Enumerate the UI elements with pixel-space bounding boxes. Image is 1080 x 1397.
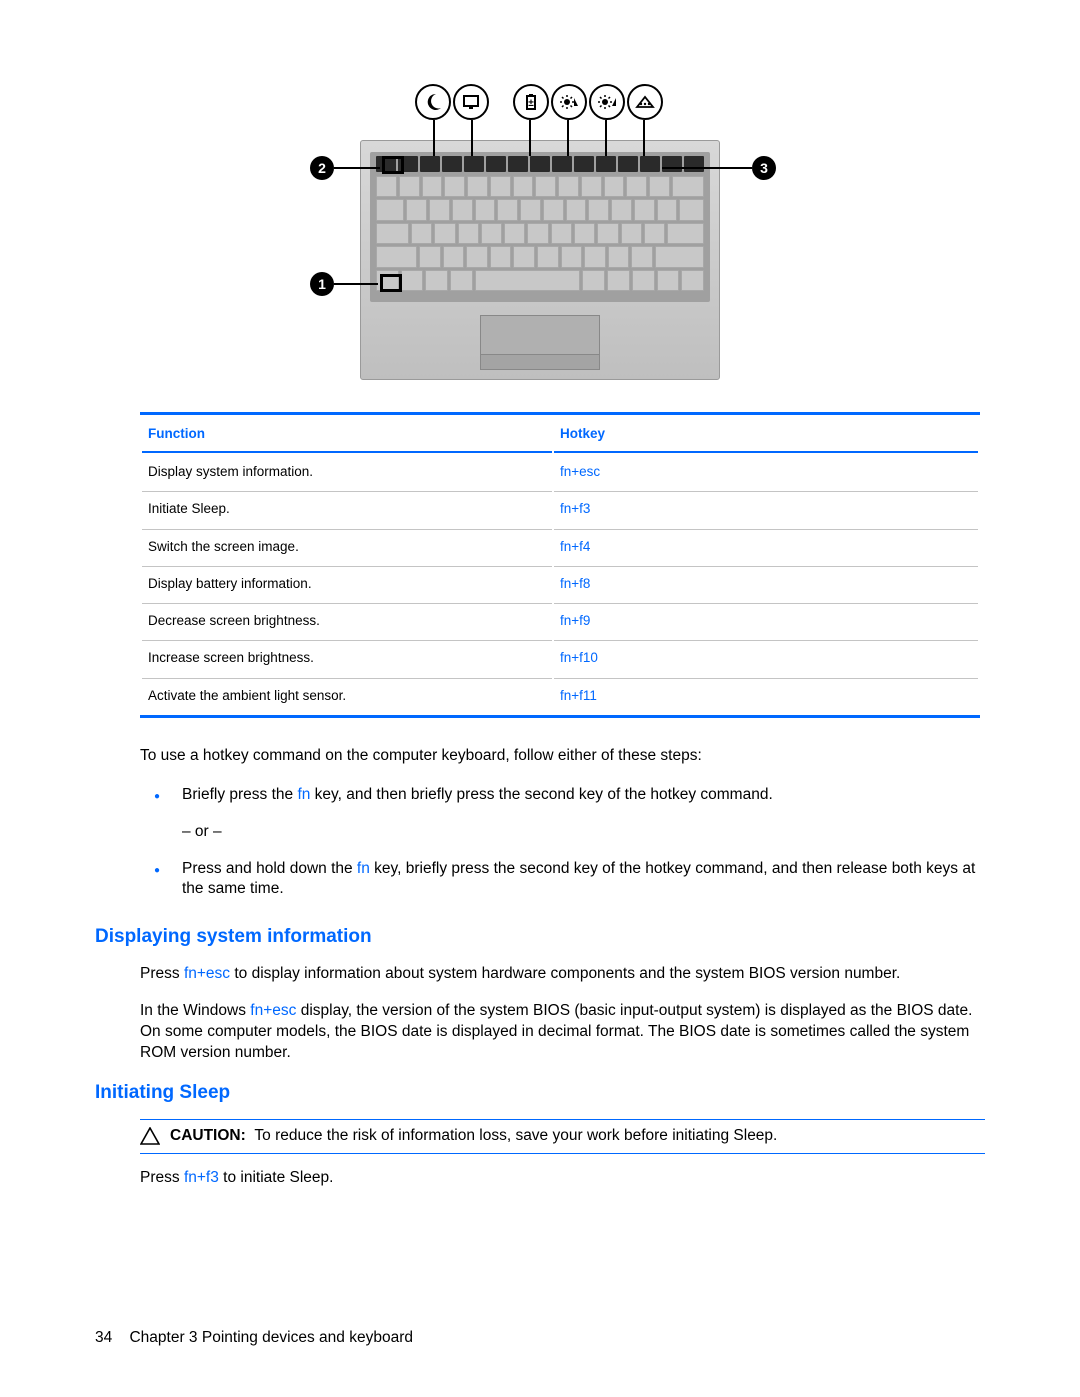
table-row: Switch the screen image.fn+f4 xyxy=(142,529,978,564)
col-hotkey: Hotkey xyxy=(554,417,978,453)
steps-list: Briefly press the fn key, and then brief… xyxy=(178,785,985,901)
svg-text:±: ± xyxy=(528,98,534,109)
section1-p1: Press fn+esc to display information abou… xyxy=(140,964,985,985)
display-icon xyxy=(453,84,489,120)
keyboard-diagram: ± 2 1 3 xyxy=(95,90,985,390)
caution-icon xyxy=(140,1127,160,1145)
section1-p2: In the Windows fn+esc display, the versi… xyxy=(140,1001,985,1064)
table-row: Display system information.fn+esc xyxy=(142,455,978,489)
col-function: Function xyxy=(142,417,552,453)
table-row: Decrease screen brightness.fn+f9 xyxy=(142,603,978,638)
section-initiating-sleep: Initiating Sleep xyxy=(95,1080,985,1106)
table-row: Initiate Sleep.fn+f3 xyxy=(142,491,978,526)
page-footer: 34 Chapter 3 Pointing devices and keyboa… xyxy=(95,1328,413,1349)
ambient-icon xyxy=(627,84,663,120)
battery-icon: ± xyxy=(513,84,549,120)
moon-icon xyxy=(415,84,451,120)
table-row: Display battery information.fn+f8 xyxy=(142,566,978,601)
table-row: Activate the ambient light sensor.fn+f11 xyxy=(142,678,978,713)
section2-p1: Press fn+f3 to initiate Sleep. xyxy=(140,1168,985,1189)
brightness-up-icon xyxy=(589,84,625,120)
callout-1: 1 xyxy=(310,272,334,296)
step-2: Press and hold down the fn key, briefly … xyxy=(178,859,985,901)
hotkey-table: Function Hotkey Display system informati… xyxy=(140,412,980,718)
callout-2: 2 xyxy=(310,156,334,180)
intro-text: To use a hotkey command on the computer … xyxy=(140,746,985,767)
step-1: Briefly press the fn key, and then brief… xyxy=(178,785,985,843)
section-displaying-system-info: Displaying system information xyxy=(95,924,985,950)
caution-note: CAUTION: To reduce the risk of informati… xyxy=(140,1119,985,1154)
table-row: Increase screen brightness.fn+f10 xyxy=(142,640,978,675)
callout-3: 3 xyxy=(752,156,776,180)
brightness-down-icon xyxy=(551,84,587,120)
